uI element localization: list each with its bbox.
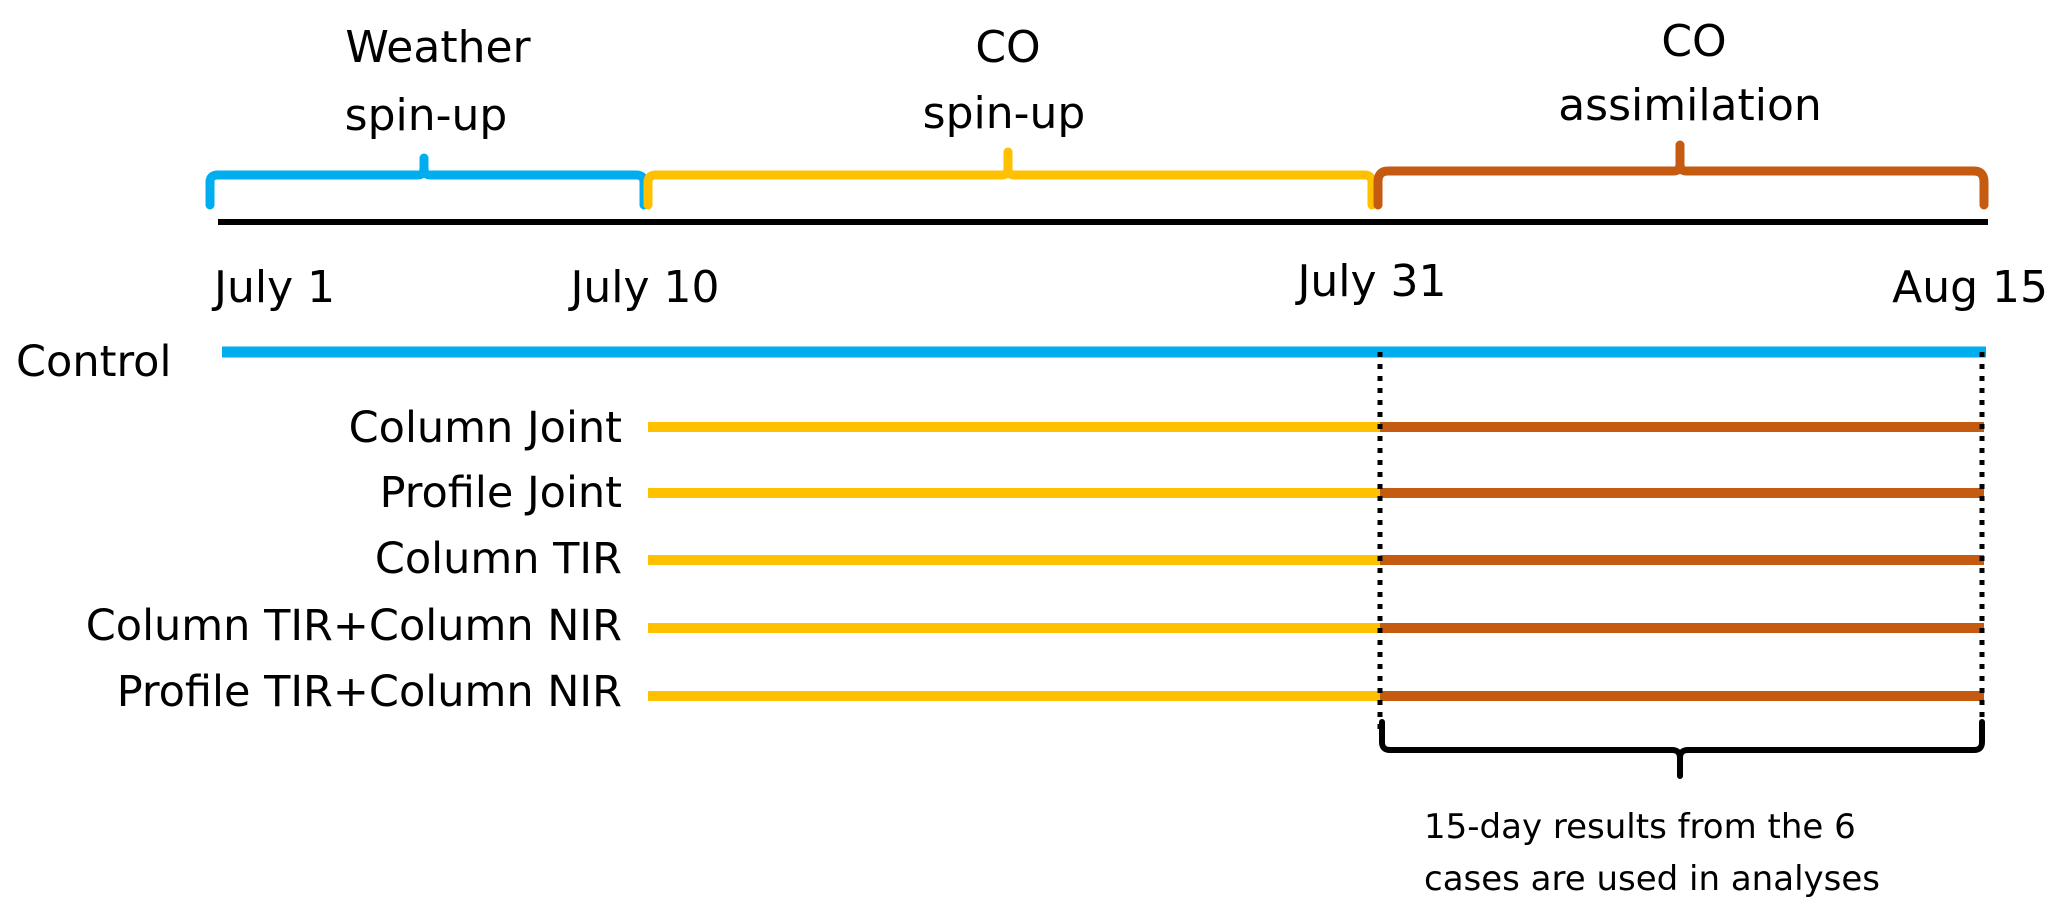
case-label-profile-joint: Profile Joint (380, 468, 622, 518)
control-label: Control (16, 337, 171, 387)
phase-label-weather-line2: spin-up (345, 90, 508, 141)
analysis-period-brace (1379, 719, 1985, 779)
date-label-july10: July 10 (567, 262, 719, 313)
phase-label-weather-line1: Weather (345, 22, 531, 73)
case-label-column-tir-column-nir: Column TIR+Column NIR (86, 601, 622, 651)
phase-label-co-assim-line2: assimilation (1558, 80, 1822, 131)
phase-label-co-assim-line1: CO (1661, 16, 1726, 67)
case-label-column-joint: Column Joint (349, 403, 622, 453)
case-label-column-tir: Column TIR (375, 534, 622, 584)
phase-label-co-spinup-line2: spin-up (923, 88, 1086, 139)
analysis-note-line2: cases are used in analyses (1424, 859, 1880, 899)
date-label-july31: July 31 (1294, 256, 1446, 307)
date-label-aug15: Aug 15 (1892, 262, 2048, 313)
co-spinup-brace (643, 147, 1377, 210)
weather-spinup-brace (205, 153, 649, 210)
phase-label-co-spinup-line1: CO (975, 22, 1040, 73)
case-label-profile-tir-column-nir: Profile TIR+Column NIR (117, 667, 622, 717)
analysis-note-line1: 15-day results from the 6 (1424, 807, 1856, 847)
date-label-july1: July 1 (211, 262, 335, 313)
co-assimilation-brace (1373, 140, 1989, 210)
